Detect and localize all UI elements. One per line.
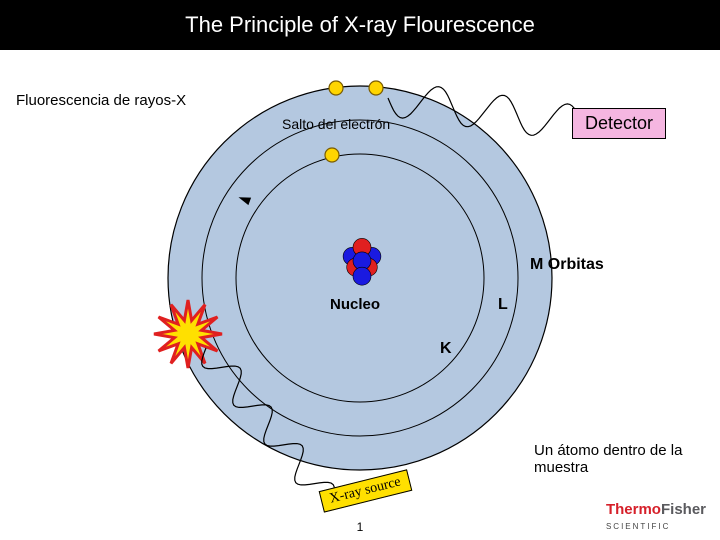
logo-right: Fisher (661, 501, 706, 518)
label-k: K (440, 340, 452, 358)
label-fluorescencia: Fluorescencia de rayos-X (16, 92, 186, 109)
label-l: L (498, 296, 508, 314)
logo-sub: SCIENTIFIC (606, 522, 670, 531)
slide-root: The Principle of X-ray Flourescence Fluo… (0, 0, 720, 540)
label-m: M Orbitas (530, 256, 604, 274)
detector-box: Detector (572, 108, 666, 139)
label-atom-note: Un átomo dentro de la muestra (534, 442, 704, 476)
brand-logo: ThermoFisher SCIENTIFIC (606, 502, 706, 532)
label-nucleo: Nucleo (330, 296, 380, 313)
label-salto: Salto del electrón (282, 116, 390, 132)
logo-left: Thermo (606, 501, 661, 518)
